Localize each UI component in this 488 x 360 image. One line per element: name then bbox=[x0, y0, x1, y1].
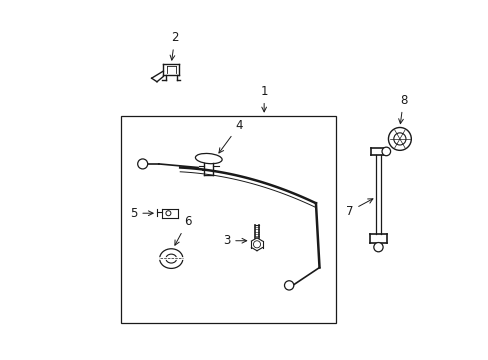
Bar bbox=[121, 116, 335, 323]
Text: 8: 8 bbox=[398, 94, 407, 123]
Circle shape bbox=[165, 211, 171, 216]
Circle shape bbox=[393, 133, 405, 145]
Text: 5: 5 bbox=[130, 207, 153, 220]
Text: 3: 3 bbox=[223, 234, 246, 247]
Circle shape bbox=[138, 159, 147, 169]
Circle shape bbox=[373, 243, 382, 252]
Text: 4: 4 bbox=[219, 119, 243, 153]
Circle shape bbox=[284, 281, 293, 290]
Ellipse shape bbox=[160, 249, 183, 269]
Text: 1: 1 bbox=[260, 85, 267, 112]
Text: 7: 7 bbox=[345, 199, 372, 218]
Text: 2: 2 bbox=[170, 31, 178, 60]
Circle shape bbox=[387, 127, 410, 150]
Text: 6: 6 bbox=[175, 215, 191, 245]
Circle shape bbox=[381, 147, 390, 156]
Ellipse shape bbox=[165, 254, 176, 263]
Ellipse shape bbox=[195, 153, 222, 164]
